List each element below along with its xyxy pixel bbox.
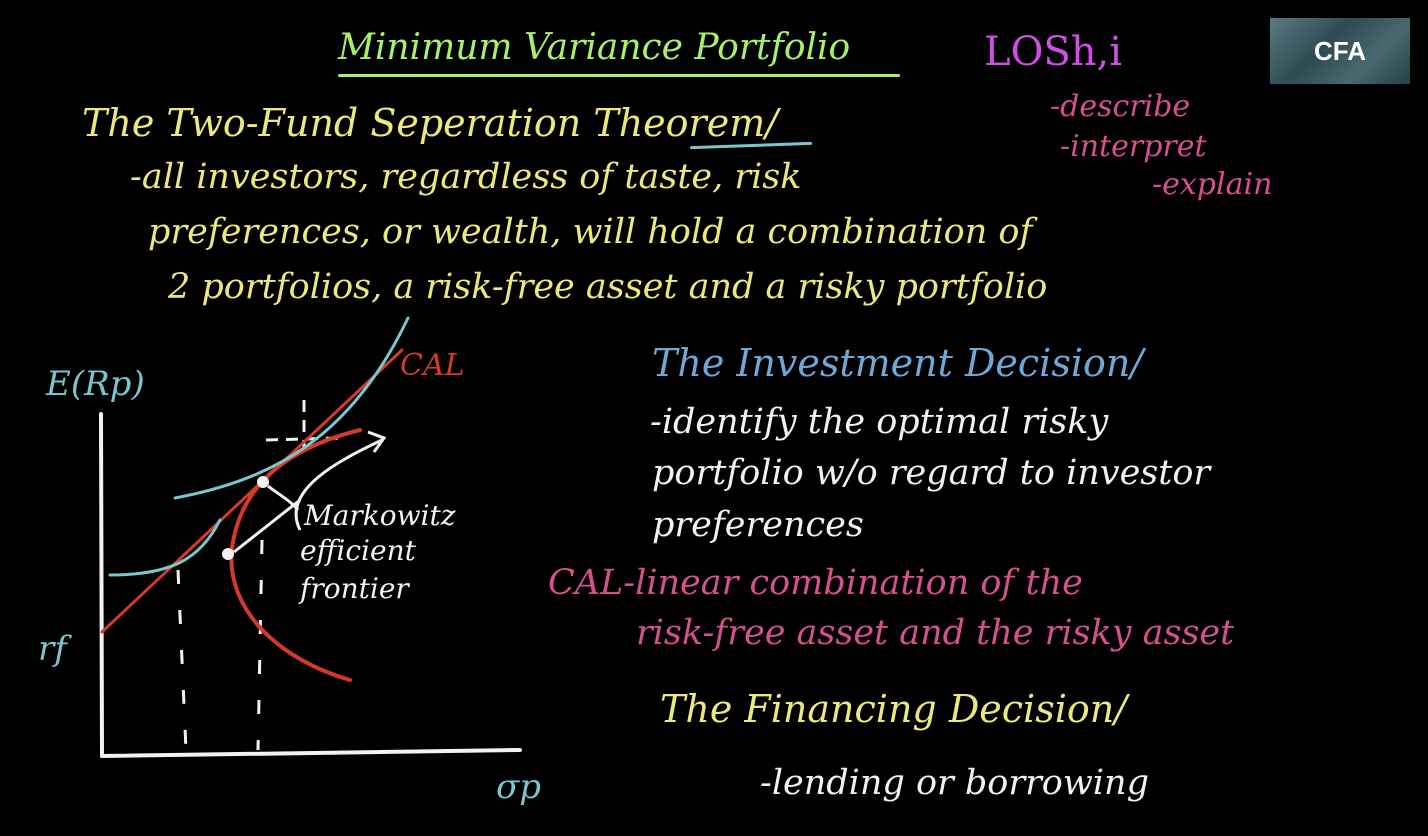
y-axis-label: E(Rp) [45,364,145,404]
cal-line [100,348,404,634]
indifference-curve-upper [173,316,410,500]
frontier-label-line: frontier [298,572,410,605]
los-item-explain: -explain [1152,167,1273,202]
investment-decision-line: -identify the optimal risky [650,402,1109,442]
cal-label: CAL [400,348,465,383]
arrow-to-frontier [294,438,383,531]
theorem-line: preferences, or wealth, will hold a comb… [148,212,1033,252]
page-title: Minimum Variance Portfolio [338,27,851,68]
los-heading: LOSh,i [984,29,1123,75]
frontier-label-line: efficient [300,534,417,567]
intercept-label: rf [38,629,72,669]
indifference-curve-lower [108,518,222,577]
arrow-head [367,430,387,453]
investment-decision-line: portfolio w/o regard to investor [652,453,1211,493]
cal-definition-line: CAL-linear combination of the [548,563,1083,603]
los-item-describe: -describe [1050,89,1191,124]
investment-decision-line: preferences [652,505,864,545]
dashed-guide-left [176,569,188,751]
frontier-label-line: Markowitz [303,499,456,532]
financing-decision-heading: The Financing Decision/ [660,687,1128,731]
pointer-to-point [267,484,300,511]
y-axis [99,412,104,758]
financing-decision-line: -lending or borrowing [760,763,1149,803]
theorem-line: 2 portfolios, a risk-free asset and a ri… [168,267,1048,307]
pointer-to-mv-point [233,498,301,554]
cal-definition-line: risk-free asset and the risky asset [636,613,1235,653]
theorem-line: -all investors, regardless of taste, ris… [130,157,802,197]
dashed-guide-right [256,539,264,751]
cfa-logo-text: CFA [1314,35,1366,66]
investment-decision-heading: The Investment Decision/ [652,341,1144,385]
tangency-point [257,476,269,488]
x-axis-label: σp [496,767,541,807]
title-underline [338,74,900,77]
x-axis [100,748,522,758]
theorem-heading: The Two-Fund Seperation Theorem/ [82,101,779,145]
cfa-logo: CFA [1270,18,1410,84]
minimum-variance-point [222,548,234,560]
los-item-interpret: -interpret [1060,129,1207,164]
